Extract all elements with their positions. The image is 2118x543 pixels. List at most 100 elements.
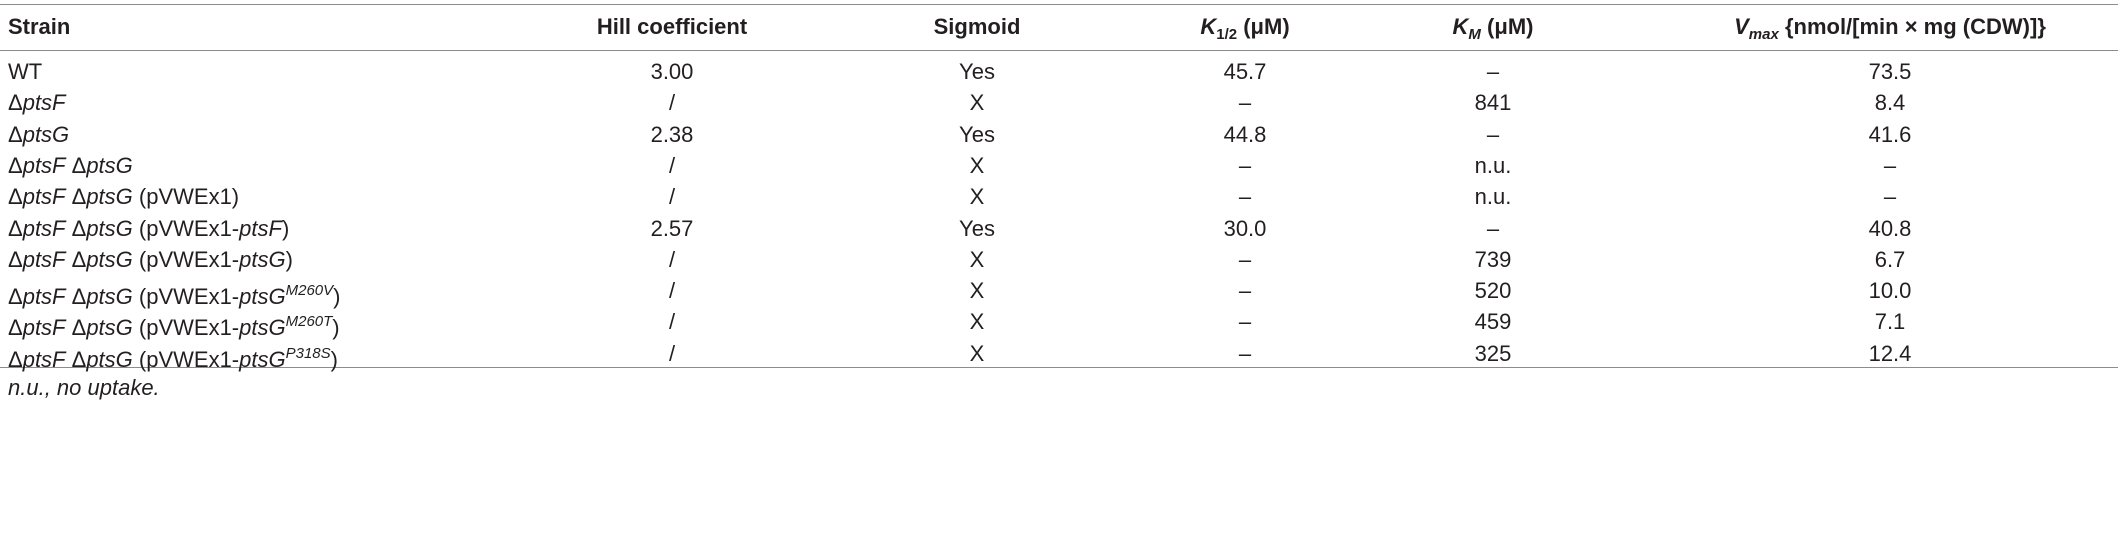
table-cell: X	[969, 90, 985, 116]
table-cell: –	[1486, 59, 1500, 84]
text-segment: ptsG	[239, 315, 286, 341]
text-segment: max	[1748, 26, 1779, 43]
text-segment: Δ	[65, 184, 87, 210]
text-segment: K	[1452, 14, 1469, 39]
text-segment: M260T	[285, 313, 333, 331]
text-segment: Δ	[8, 215, 23, 241]
text-segment: )	[285, 246, 293, 272]
text-segment: ptsF	[22, 184, 66, 210]
table-cell: 44.8	[1223, 121, 1267, 147]
text-segment: Δ	[65, 315, 87, 341]
text-segment: M260V	[285, 282, 334, 300]
text-segment: Δ	[8, 284, 23, 310]
table-cell: –	[1486, 121, 1500, 147]
table-cell: –	[1238, 246, 1252, 272]
column-header: Hill coefficient	[597, 12, 747, 42]
table-cell: 841	[1474, 90, 1512, 116]
text-segment: ptsG	[86, 346, 133, 372]
text-segment: Δ	[8, 152, 23, 178]
text-segment: Δ	[8, 315, 23, 341]
table-cell: X	[969, 184, 985, 210]
table-cell: X	[969, 152, 985, 178]
text-segment: (pVWEx1-	[132, 315, 240, 341]
table-cell: 520	[1474, 278, 1512, 304]
table-cell: –	[1883, 152, 1897, 178]
text-segment: )	[332, 315, 340, 341]
text-segment: ptsG	[86, 315, 133, 341]
text-segment: ptsF	[22, 315, 66, 341]
text-segment: ptsF	[22, 246, 66, 272]
strain-cell: ΔptsF ΔptsG	[8, 151, 133, 181]
text-segment: (pVWEx1-	[132, 284, 240, 310]
text-segment: ptsG	[86, 215, 133, 241]
table-cell: /	[668, 278, 676, 304]
text-segment: ptsG	[86, 184, 133, 210]
table-cell: /	[668, 184, 676, 210]
table-cell: X	[969, 340, 985, 366]
text-segment: 1/2	[1216, 26, 1238, 43]
table-cell: –	[1238, 90, 1252, 116]
table-cell: X	[969, 246, 985, 272]
text-segment: ptsF	[22, 215, 66, 241]
table-cell: 12.4	[1868, 340, 1912, 366]
table-cell: 459	[1474, 309, 1512, 335]
table-cell: n.u.	[1474, 184, 1512, 210]
text-segment: ptsF	[22, 284, 66, 310]
text-segment: ptsF	[22, 90, 66, 116]
table-cell: Yes	[959, 59, 995, 84]
text-segment: Δ	[8, 184, 23, 210]
strain-cell: ΔptsF ΔptsG (pVWEx1)	[8, 182, 239, 212]
table-cell: 10.0	[1868, 278, 1912, 304]
text-segment: (μM)	[1480, 14, 1534, 39]
table-cell: 41.6	[1868, 121, 1912, 147]
table-cell: X	[969, 309, 985, 335]
table-cell: –	[1238, 278, 1252, 304]
table-cell: 2.38	[650, 121, 694, 147]
strain-cell: ΔptsF	[8, 88, 66, 118]
text-segment: Δ	[8, 246, 23, 272]
text-segment: (pVWEx1-	[132, 215, 240, 241]
text-segment: V	[1734, 14, 1749, 39]
footnote: n.u., no uptake.	[8, 375, 160, 400]
text-segment: ptsG	[86, 284, 133, 310]
text-segment: ptsF	[239, 215, 282, 241]
column-header: Sigmoid	[934, 12, 1021, 42]
text-segment: (μM)	[1237, 14, 1290, 39]
strain-cell: ΔptsF ΔptsG (pVWEx1-ptsF)	[8, 214, 289, 244]
table-cell: /	[668, 246, 676, 272]
table-cell: Yes	[959, 215, 995, 241]
text-segment: )	[330, 346, 338, 372]
column-header: Vmax {nmol/[min × mg (CDW)]}	[1734, 12, 2046, 50]
text-segment: (pVWEx1-	[132, 246, 240, 272]
text-segment: Sigmoid	[933, 14, 1021, 39]
table-cell: –	[1486, 215, 1500, 241]
text-segment: K	[1200, 14, 1217, 39]
table-cell: 2.57	[650, 215, 694, 241]
text-segment: ptsG	[86, 246, 133, 272]
text-segment: (pVWEx1-	[132, 346, 240, 372]
table-cell: /	[668, 90, 676, 116]
table-cell: –	[1238, 152, 1252, 178]
strain-cell: ΔptsF ΔptsG (pVWEx1-ptsG)	[8, 245, 293, 275]
text-segment: ptsF	[22, 152, 66, 178]
table-cell: 325	[1474, 340, 1512, 366]
bottom-rule	[0, 367, 2118, 368]
column-header: K1/2 (μM)	[1200, 12, 1289, 50]
text-segment: )	[281, 215, 290, 241]
column-header: Strain	[8, 12, 70, 42]
table-cell: –	[1238, 184, 1252, 210]
table-cell: 30.0	[1223, 215, 1267, 241]
table-cell: /	[668, 309, 676, 335]
text-segment: Δ	[8, 90, 23, 116]
table-cell: 45.7	[1223, 59, 1267, 84]
text-segment: Strain	[8, 14, 71, 39]
text-segment: Δ	[8, 346, 23, 372]
text-segment: Hill coefficient	[596, 14, 748, 39]
text-segment: ptsG	[239, 284, 286, 310]
text-segment: ptsG	[22, 121, 70, 147]
text-segment: Δ	[65, 346, 87, 372]
text-segment: M	[1468, 26, 1481, 43]
strain-cell: ΔptsF ΔptsG (pVWEx1-ptsGM260V)	[8, 276, 340, 312]
text-segment: )	[333, 284, 341, 310]
